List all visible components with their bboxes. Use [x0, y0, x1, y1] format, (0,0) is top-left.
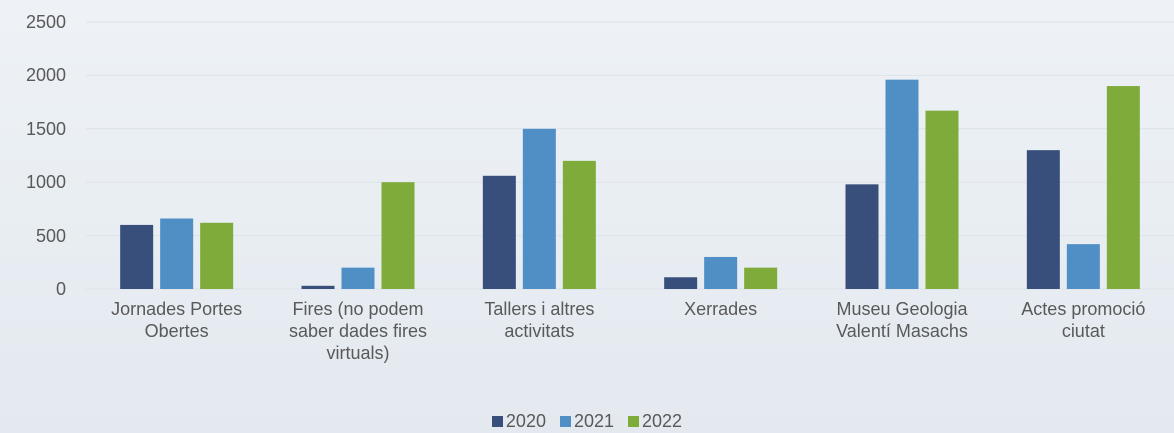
x-tick-label: Museu Geologia Valentí Masachs: [836, 299, 968, 341]
legend-label: 2022: [642, 411, 683, 431]
legend-item: 2021: [559, 411, 615, 432]
legend-item: 2020: [491, 411, 546, 432]
bar: [845, 184, 879, 289]
bar: [200, 222, 234, 289]
y-tick-label: 500: [35, 225, 66, 246]
legend-swatch: [628, 416, 640, 427]
bar: [704, 256, 738, 289]
bar: [301, 285, 335, 289]
legend-swatch: [559, 416, 571, 427]
legend: 2020 2021 2022: [0, 411, 1174, 432]
legend-label: 2021: [573, 411, 615, 431]
bar: [885, 79, 919, 289]
y-tick-label: 2500: [25, 12, 66, 32]
bar: [664, 277, 698, 289]
bar: [1066, 244, 1100, 289]
bar: [1026, 150, 1060, 289]
x-tick-label: Fires (no podem saber dades fires virtua…: [288, 299, 428, 363]
legend-item: 2022: [628, 411, 682, 432]
bar: [120, 224, 154, 289]
bar: [482, 175, 516, 289]
bar: [562, 160, 596, 289]
y-tick-label: 1000: [25, 172, 66, 193]
bar: [381, 182, 415, 289]
bar: [1106, 86, 1140, 289]
y-tick-label: 2000: [25, 65, 66, 86]
y-tick-label: 1500: [25, 118, 66, 139]
x-tick-label: Tallers i altres activitats: [484, 299, 595, 341]
bar: [160, 218, 194, 289]
bar: [522, 128, 556, 289]
legend-label: 2020: [505, 411, 546, 431]
y-tick-label: 0: [55, 279, 66, 299]
bar: [341, 267, 375, 289]
bar: [744, 267, 778, 289]
legend-swatch: [491, 416, 503, 427]
x-tick-label: Xerrades: [684, 299, 758, 319]
x-tick-label: Jornades Portes Obertes: [111, 299, 243, 341]
bar: [925, 110, 959, 289]
x-tick-label: Actes promoció ciutat: [1021, 299, 1146, 341]
